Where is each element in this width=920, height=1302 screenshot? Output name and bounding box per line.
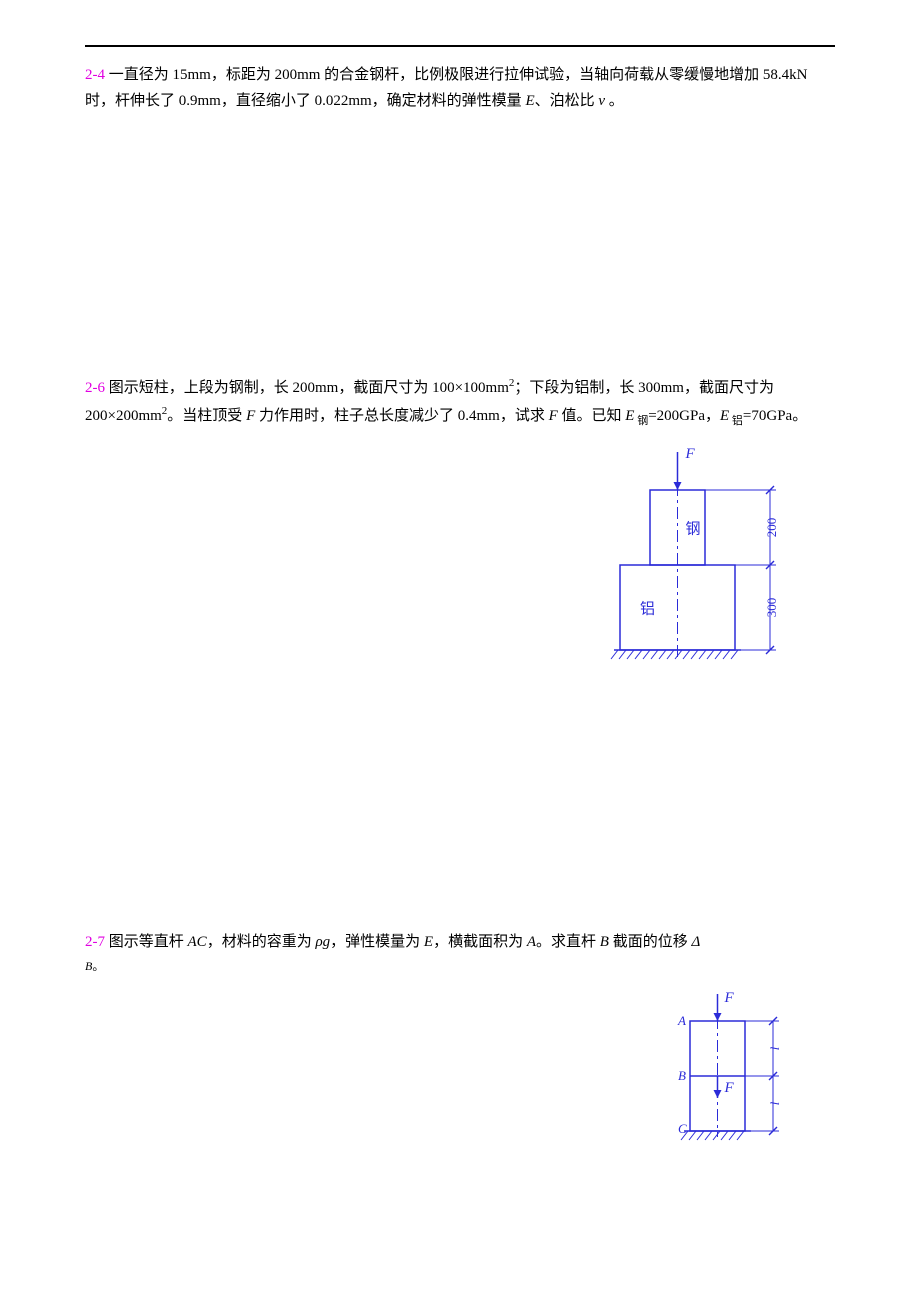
- p26-t4: 力作用时，柱子总长度减少了 0.4mm，试求: [255, 408, 548, 424]
- problem-2-6-text: 2-6 图示短柱，上段为钢制，长 200mm，截面尺寸为 100×100mm2；…: [85, 374, 835, 430]
- figure-2-6: F 钢铝 200 300: [595, 440, 805, 670]
- problem-2-7: 2-7 图示等直杆 AC，材料的容重为 ρg，弹性模量为 E，横截面积为 A。求…: [85, 930, 835, 1156]
- p26-eq2: =70GPa。: [743, 408, 807, 424]
- p27-rho: ρ: [315, 934, 322, 950]
- p27-t1: 图示等直杆: [105, 934, 188, 950]
- p24-t1: 一直径为 15mm，标距为 200mm 的合金钢杆，比例极限进行拉伸试验，当轴向…: [85, 67, 808, 109]
- p26-E2: E: [720, 408, 729, 424]
- horizontal-rule: [85, 45, 835, 47]
- p27-E: E: [424, 934, 433, 950]
- figure-2-7: F F A B Cl l: [655, 986, 805, 1156]
- p27-A: A: [527, 934, 536, 950]
- problem-2-7-cont: B。: [85, 956, 835, 976]
- svg-text:B: B: [678, 1068, 686, 1083]
- svg-text:C: C: [678, 1121, 687, 1136]
- svg-text:200: 200: [764, 518, 779, 538]
- p27-t7: 。: [92, 959, 104, 973]
- p26-t3: 。当柱顶受: [167, 408, 246, 424]
- svg-text:F: F: [685, 446, 696, 462]
- p24-t2: 、泊松比: [535, 93, 599, 109]
- p27-D: Δ: [691, 934, 700, 950]
- problem-2-4-text: 2-4 一直径为 15mm，标距为 200mm 的合金钢杆，比例极限进行拉伸试验…: [85, 63, 835, 114]
- problem-2-4-label: 2-4: [85, 67, 105, 83]
- p27-t6: 截面的位移: [609, 934, 692, 950]
- problem-2-7-text: 2-7 图示等直杆 AC，材料的容重为 ρg，弹性模量为 E，横截面积为 A。求…: [85, 930, 835, 956]
- p24-t3: 。: [605, 93, 624, 109]
- svg-text:钢: 钢: [686, 521, 701, 538]
- problem-2-7-label: 2-7: [85, 934, 105, 950]
- p26-sub-st: 钢: [634, 415, 648, 427]
- p24-E: E: [525, 93, 534, 109]
- svg-text:l: l: [767, 1101, 782, 1105]
- p27-t5: 。求直杆: [536, 934, 600, 950]
- p26-t5: 值。已知: [558, 408, 626, 424]
- p27-B: B: [600, 934, 609, 950]
- p26-eq1: =200GPa，: [648, 408, 720, 424]
- problem-2-6-label: 2-6: [85, 380, 105, 396]
- p27-AC: AC: [188, 934, 207, 950]
- svg-text:铝: 铝: [640, 601, 655, 618]
- svg-text:F: F: [724, 990, 735, 1006]
- p27-t4: ，横截面积为: [433, 934, 527, 950]
- p26-t1: 图示短柱，上段为钢制，长 200mm，截面尺寸为 100×100mm: [105, 380, 509, 396]
- p27-t3: ，弹性模量为: [330, 934, 424, 950]
- p26-sub-al: 铝: [729, 415, 743, 427]
- problem-2-4: 2-4 一直径为 15mm，标距为 200mm 的合金钢杆，比例极限进行拉伸试验…: [85, 63, 835, 114]
- p26-Fa: F: [246, 408, 255, 424]
- p26-Fb: F: [549, 408, 558, 424]
- p27-t2: ，材料的容重为: [207, 934, 316, 950]
- svg-text:l: l: [767, 1046, 782, 1050]
- svg-text:F: F: [724, 1080, 735, 1096]
- figure-2-6-wrap: F 钢铝 200 300: [85, 440, 835, 670]
- problem-2-6: 2-6 图示短柱，上段为钢制，长 200mm，截面尺寸为 100×100mm2；…: [85, 374, 835, 670]
- figure-2-7-wrap: F F A B Cl l: [85, 986, 835, 1156]
- svg-text:300: 300: [764, 598, 779, 618]
- svg-text:A: A: [677, 1013, 686, 1028]
